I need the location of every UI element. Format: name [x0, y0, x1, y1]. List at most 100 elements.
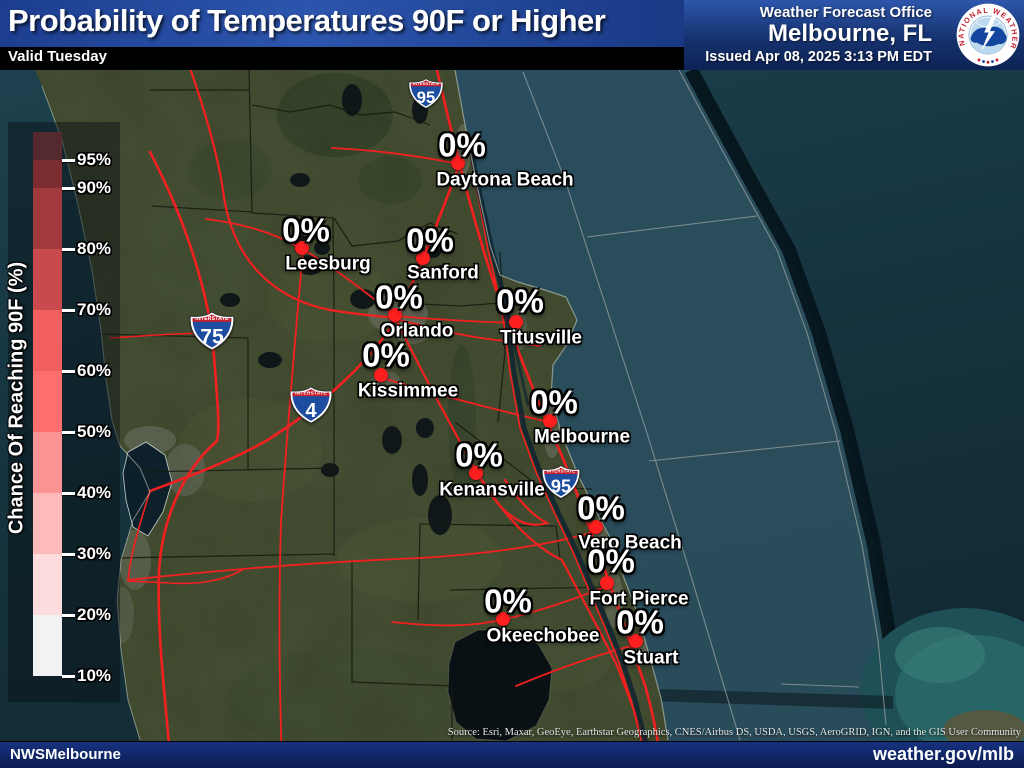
city-label: Stuart: [623, 647, 679, 669]
legend-tick-dash: [62, 158, 75, 162]
city-label: Vero Beach: [578, 532, 682, 554]
legend-tick-label: 70%: [77, 300, 112, 319]
city-probability: 0%: [587, 542, 635, 580]
legend-tick-dash: [62, 369, 75, 373]
city-label: Daytona Beach: [436, 169, 574, 191]
city-label: Kissimmee: [357, 380, 459, 402]
legend-color-block: [33, 615, 62, 676]
banana-river: [503, 294, 530, 406]
city-label: Okeechobee: [486, 625, 600, 647]
city-probability: 0%: [362, 336, 410, 374]
legend-tick-dash: [62, 491, 75, 495]
city-dot: [388, 308, 402, 322]
interstate-95-shield: INTERSTATE 95: [408, 77, 444, 109]
svg-text:INTERSTATE: INTERSTATE: [195, 316, 229, 322]
atlantic-shoreline: [454, 69, 669, 741]
city-probability: 0%: [375, 278, 423, 316]
city-label: Fort Pierce: [589, 588, 689, 610]
interstate-4-shield: INTERSTATE 4: [289, 386, 333, 424]
shelf-edge: [684, 66, 905, 731]
city-label: Orlando: [380, 320, 454, 342]
city-label: Melbourne: [533, 426, 631, 448]
footer-url: weather.gov/mlb: [872, 744, 1014, 764]
city-probability: 0%: [577, 489, 625, 527]
legend-color-block: [33, 554, 62, 615]
legend-color-block: [33, 493, 62, 554]
city-label: Kenansville: [439, 479, 545, 501]
city-probability: 0%: [616, 603, 664, 641]
office-line: Weather Forecast Office: [759, 4, 932, 21]
city-probability: 0%: [406, 221, 454, 259]
footer-account: NWSMelbourne: [10, 746, 121, 763]
city-dot: [543, 414, 557, 428]
svg-text:95: 95: [417, 88, 435, 107]
city-probability: 0%: [455, 436, 503, 474]
legend-color-block: [33, 249, 62, 310]
office-block: Weather Forecast Office Melbourne, FL: [692, 4, 932, 46]
city-dot: [469, 466, 483, 480]
city-dot: [451, 156, 465, 170]
gulf-shoreline: [41, 85, 151, 741]
city-probability: 0%: [484, 582, 532, 620]
footer: NWSMelbourne weather.gov/mlb: [0, 741, 1024, 768]
city-dot: [589, 520, 603, 534]
legend-color-block: [33, 188, 62, 249]
svg-text:INTERSTATE: INTERSTATE: [547, 469, 576, 474]
city-probability: 0%: [530, 383, 578, 421]
legend-tick-dash: [62, 613, 75, 617]
svg-text:4: 4: [305, 400, 317, 422]
legend-tick-dash: [62, 308, 75, 312]
legend-color-block: [33, 160, 62, 188]
graphic-title: Probability of Temperatures 90F or Highe…: [8, 3, 606, 38]
svg-text:95: 95: [551, 477, 571, 497]
legend-tick-label: 60%: [77, 361, 112, 380]
valid-time-label: Valid Tuesday: [8, 48, 107, 65]
city-label: Leesburg: [285, 253, 371, 275]
legend-blocks: [33, 132, 62, 676]
legend-tick-label: 50%: [77, 422, 112, 441]
city-dot: [629, 634, 643, 648]
header: Probability of Temperatures 90F or Highe…: [0, 0, 1024, 70]
city-label: Titusville: [499, 327, 583, 349]
legend-tick-label: 10%: [77, 666, 112, 685]
legend-tick-dash: [62, 430, 75, 434]
legend-tick-label: 20%: [77, 605, 112, 624]
city-dot: [509, 315, 523, 329]
city-dot: [295, 241, 309, 255]
legend-tick-label: 40%: [77, 483, 112, 502]
legend-tick-dash: [62, 674, 75, 678]
city-probability: 0%: [282, 211, 330, 249]
legend-color-block: [33, 310, 62, 371]
legend-tick-label: 30%: [77, 544, 112, 563]
legend-tick-dash: [62, 186, 75, 190]
legend-color-block: [33, 371, 62, 432]
tampa-bay: [122, 441, 173, 537]
interstate-75-shield: INTERSTATE 75: [189, 311, 235, 351]
svg-text:INTERSTATE: INTERSTATE: [413, 80, 439, 85]
svg-text:75: 75: [200, 325, 224, 348]
issued-timestamp: Issued Apr 08, 2025 3:13 PM EDT: [705, 49, 932, 65]
legend-color-block: [33, 132, 62, 160]
legend-tick-label: 90%: [77, 178, 112, 197]
city-label: Sanford: [407, 262, 479, 284]
svg-text:INTERSTATE: INTERSTATE: [295, 390, 327, 396]
legend-tick-label: 80%: [77, 239, 112, 258]
source-credit: Source: Esri, Maxar, GeoEye, Earthstar G…: [447, 727, 1021, 738]
lake-okeechobee: [447, 629, 553, 742]
legend-tick-dash: [62, 247, 75, 251]
office-city: Melbourne, FL: [768, 20, 932, 47]
city-dot: [496, 612, 510, 626]
city-dot: [600, 576, 614, 590]
legend-tick-label: 95%: [77, 150, 112, 169]
city-probability: 0%: [438, 126, 486, 164]
city-dot: [374, 368, 388, 382]
interstate-95-shield: INTERSTATE 95: [542, 465, 580, 499]
city-probability: 0%: [496, 282, 544, 320]
nws-logo: NATIONAL WEATHER SERVICE: [956, 3, 1020, 67]
legend-title: Chance Of Reaching 90F (%): [5, 261, 28, 535]
maritime-boundaries: [522, 69, 887, 741]
